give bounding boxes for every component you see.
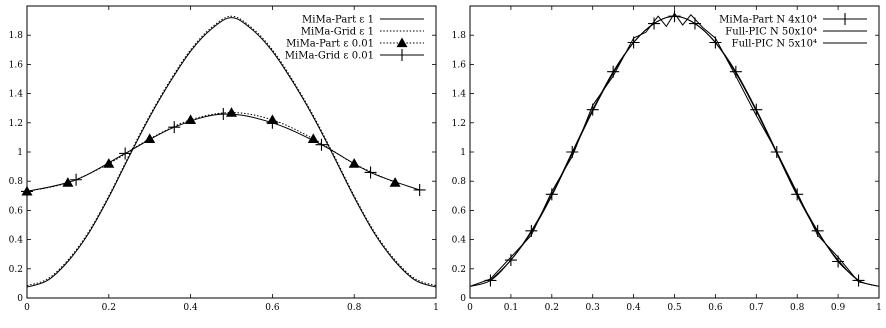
x-tick-label: 0.2 (545, 303, 559, 313)
x-tick-label: 0.6 (265, 303, 280, 313)
series-line (26, 112, 396, 192)
y-tick-label: 1 (460, 148, 466, 158)
x-tick-label: 0.4 (626, 303, 641, 313)
y-tick-label: 1 (17, 148, 23, 158)
series-line (469, 15, 880, 287)
legend-label: Full-PIC N 5x10⁴ (732, 39, 817, 50)
legend-marker (396, 37, 408, 48)
series-marker (70, 173, 83, 186)
x-tick-label: 0.9 (831, 303, 846, 313)
y-tick-label: 0.2 (9, 265, 23, 275)
legend-label: MiMa-Part ε 0.01 (286, 39, 374, 50)
chart-panel-2: 0 0.1 0.2 0.3 0.4 0.5 0.6 0.7 0.8 0.9 1 0 0.2 0.4 0.6 0… (452, 5, 882, 313)
x-tick-label: 0 (467, 303, 473, 313)
y-tick-label: 1.4 (9, 90, 24, 100)
series-marker (364, 166, 377, 179)
series-line (26, 17, 437, 288)
y-tick-label: 1.8 (452, 31, 467, 41)
legend-label: Full-PIC N 50x10⁴ (725, 27, 817, 38)
chart-panel-1: 0 0.2 0.4 0.6 0.8 1 0 0.2 0.4 0.6 0.8 1 1.2 1.4 1.6 1.8… (9, 5, 439, 313)
y-tick-label: 1.6 (9, 60, 24, 70)
series-1 (26, 17, 437, 288)
x-tick-label: 0.8 (790, 303, 805, 313)
x-tick-label: 0.2 (102, 303, 116, 313)
y-tick-label: 1.8 (9, 31, 24, 41)
series-marker (266, 116, 279, 129)
series-marker (21, 185, 33, 198)
series-line (26, 113, 420, 192)
y-tick-label: 0.2 (452, 265, 466, 275)
legend-label: MiMa-Part N 4x10⁴ (719, 15, 817, 26)
series-marker (791, 188, 804, 201)
series-marker (307, 133, 319, 143)
y-tick-label: 1.2 (9, 119, 23, 129)
legend-marker (396, 49, 408, 61)
y-tick-label: 0.4 (452, 236, 467, 246)
legend-label: MiMa-Grid ε 0.01 (285, 51, 374, 62)
series-line (469, 12, 880, 287)
series-marker (119, 147, 132, 160)
series-marker (750, 103, 763, 116)
series-2 (469, 15, 880, 287)
y-tick-label: 0.4 (9, 236, 24, 246)
y-tick-label: 1.4 (452, 90, 467, 100)
y-tick-label: 0 (460, 294, 466, 304)
plot-frame (469, 5, 880, 299)
legend-label: MiMa-Grid ε 1 (301, 27, 374, 38)
y-tick-label: 1.6 (452, 60, 467, 70)
x-tick-label: 0.6 (708, 303, 723, 313)
series-2 (26, 15, 437, 287)
x-tick-label: 0.3 (586, 303, 601, 313)
series-1 (484, 10, 865, 287)
legend-marker (839, 13, 851, 25)
series-line (26, 15, 437, 287)
legend-label: MiMa-Part ε 1 (302, 15, 374, 26)
x-tick-label: 0 (24, 303, 30, 313)
series-marker (217, 108, 230, 121)
y-tick-label: 0 (17, 294, 23, 304)
series-marker (545, 188, 558, 201)
series-marker (315, 138, 328, 151)
y-tick-label: 0.6 (9, 206, 24, 216)
x-tick-label: 0.1 (504, 303, 518, 313)
y-tick-label: 0.8 (9, 177, 24, 187)
series-marker (226, 107, 237, 117)
x-tick-label: 0.5 (667, 303, 682, 313)
x-tick-label: 0.4 (183, 303, 198, 313)
series-3 (21, 107, 401, 196)
x-tick-label: 0.7 (749, 303, 764, 313)
series-3 (469, 12, 880, 287)
x-tick-label: 1 (433, 303, 439, 313)
series-4 (21, 108, 426, 198)
x-tick-label: 0.8 (347, 303, 362, 313)
plot-frame (26, 5, 437, 299)
series-marker (413, 183, 426, 196)
y-tick-label: 1.2 (452, 119, 466, 129)
x-tick-label: 1 (876, 303, 882, 313)
y-tick-label: 0.8 (452, 177, 467, 187)
series-marker (168, 121, 181, 134)
series-line (490, 15, 859, 281)
y-tick-label: 0.6 (452, 206, 467, 216)
